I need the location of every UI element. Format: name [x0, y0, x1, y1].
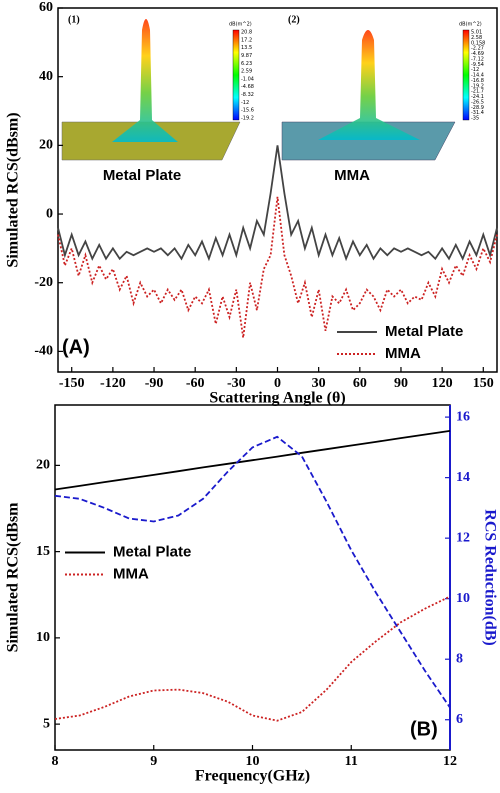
y2-tick-label: 8 — [456, 651, 463, 666]
y-tick-label: 20 — [39, 138, 53, 153]
y-tick-label: -40 — [34, 344, 53, 359]
colorbar-label: -21.7 — [471, 89, 484, 95]
inset-caption: Metal Plate — [103, 167, 181, 184]
x-tick-label: 120 — [432, 376, 453, 391]
inset-render — [61, 19, 470, 161]
x-tick-label: -150 — [59, 376, 85, 391]
inset-caption: MMA — [334, 167, 370, 184]
x-tick-label: 150 — [473, 376, 494, 391]
x-tick-label: 30 — [312, 376, 326, 391]
y-tick-label: 60 — [39, 0, 53, 15]
legend-label: MMA — [385, 345, 421, 362]
y2-tick-label: 14 — [456, 470, 470, 485]
x-tick-label: -90 — [145, 376, 164, 391]
y-tick-label: 40 — [39, 69, 53, 84]
series-line — [57, 196, 498, 338]
colorbar-label: -8.32 — [241, 92, 254, 98]
y-tick-label: 0 — [46, 206, 53, 221]
y-tick-label: 20 — [36, 458, 50, 473]
colorbar-label: -24.1 — [471, 94, 484, 100]
x-tick-label: 60 — [353, 376, 367, 391]
colorbar-label: -16.8 — [471, 78, 484, 84]
legend-label: Metal Plate — [113, 543, 191, 560]
y2-tick-label: 10 — [456, 591, 470, 606]
inset-label: (2) — [288, 14, 300, 25]
plot-frame — [57, 7, 498, 373]
x-tick-label: 11 — [345, 754, 358, 769]
colorbar-label: -12 — [471, 67, 479, 73]
series-line — [54, 435, 451, 709]
legend-label: MMA — [113, 565, 149, 582]
x-tick-label: -30 — [227, 376, 246, 391]
colorbar-label: -15.6 — [241, 108, 254, 114]
x-axis-label: Scattering Angle (θ) — [209, 390, 345, 407]
colorbar-label: -14.4 — [471, 73, 484, 79]
colorbar-label: -4.68 — [241, 84, 254, 90]
colorbar-label: 0.158 — [471, 40, 485, 46]
colorbar-label: -35 — [471, 116, 479, 122]
colorbar-label: -19.2 — [471, 83, 484, 89]
y2-axis-label: RCS Reduction(dB) — [481, 509, 498, 645]
y-tick-label: 10 — [36, 630, 50, 645]
colorbar-label: -26.5 — [471, 99, 484, 105]
y-tick-label: 5 — [43, 716, 50, 731]
x-tick-label: -60 — [186, 376, 205, 391]
y2-tick-label: 6 — [456, 712, 463, 727]
colorbar-label: -4.69 — [471, 51, 484, 57]
x-axis-label: Frequency(GHz) — [195, 768, 310, 785]
colorbar-label: 2.58 — [471, 35, 482, 41]
colorbar-label: 9.87 — [241, 53, 252, 59]
colorbar-unit: dB(m^2) — [229, 22, 252, 28]
colorbar-unit: dB(m^2) — [459, 22, 482, 28]
colorbar-label: 5.01 — [471, 30, 482, 36]
y2-tick-label: 12 — [456, 530, 470, 545]
x-tick-label: 10 — [246, 754, 260, 769]
y-tick-label: 15 — [36, 544, 50, 559]
colorbar-label: 20.8 — [241, 30, 252, 36]
colorbar-label: 6.23 — [241, 61, 252, 67]
colorbar-label: -9.54 — [471, 62, 484, 68]
x-tick-label: 9 — [150, 754, 157, 769]
panel-label: (B) — [410, 718, 438, 740]
colorbar-label: 13.5 — [241, 45, 252, 51]
colorbar-label: -1.04 — [241, 76, 254, 82]
colorbar-label: -31.4 — [471, 110, 484, 116]
y-tick-label: -20 — [34, 275, 53, 290]
x-tick-label: 8 — [52, 754, 59, 769]
panel-label: (A) — [62, 336, 90, 358]
colorbar-label: -28.9 — [471, 105, 484, 111]
x-tick-label: 90 — [394, 376, 408, 391]
y-axis-label: Simulated RCS(dBsm — [5, 502, 22, 652]
series-line — [54, 430, 451, 491]
colorbar-label: -2.27 — [471, 46, 484, 52]
y2-tick-label: 16 — [456, 409, 470, 424]
x-tick-label: -120 — [100, 376, 126, 391]
y-axis-label: Simulated RCS(dBsm) — [5, 112, 22, 267]
inset-label: (1) — [68, 14, 80, 25]
x-tick-label: 0 — [274, 376, 281, 391]
series-line — [57, 145, 498, 262]
series-line — [54, 595, 451, 722]
colorbar-label: -7.12 — [471, 56, 484, 62]
x-tick-label: 12 — [443, 754, 457, 769]
colorbar-label: -19.2 — [241, 116, 254, 122]
legend-label: Metal Plate — [385, 323, 463, 340]
colorbar-label: -12 — [241, 100, 249, 106]
colorbar-label: 2.59 — [241, 69, 252, 75]
colorbar-label: 17.2 — [241, 37, 252, 43]
